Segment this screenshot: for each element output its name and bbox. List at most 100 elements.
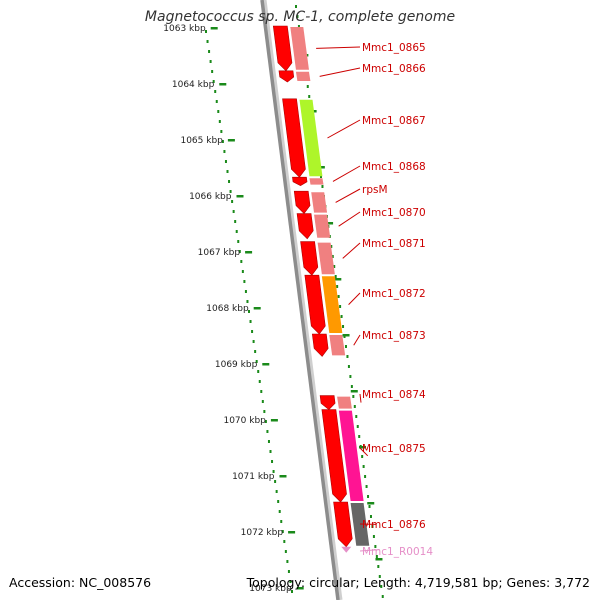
cds-arrow-Mmc1_0865 — [272, 25, 293, 72]
backbone — [260, 0, 343, 600]
scale-dot — [365, 485, 368, 488]
leader-line-Mmc1_0873 — [353, 334, 361, 346]
scale-tick-outer — [334, 278, 342, 281]
scale-tick-outer — [367, 502, 375, 505]
scale-dot — [331, 255, 334, 258]
scale-dot — [224, 160, 227, 163]
scale-dot — [289, 580, 292, 583]
scale-dot — [246, 300, 249, 303]
function-block-Mmc1_0867 — [299, 99, 323, 177]
gene-label-Mmc1_0866: Mmc1_0866 — [362, 63, 426, 75]
scale-tick-major — [236, 195, 244, 198]
scale-tick-outer — [326, 222, 334, 225]
function-block-rpsM — [311, 192, 328, 213]
scale-tick-label: 1066 kbp — [189, 192, 232, 202]
function-block-Mmc1_0865 — [290, 27, 309, 70]
scale-dot — [260, 390, 263, 393]
scale-dot — [243, 280, 246, 283]
leader-line-Mmc1_0872 — [348, 292, 361, 305]
leader-line-Mmc1_0867 — [327, 119, 361, 139]
scale-tick-label: 1068 kbp — [206, 304, 249, 314]
function-block-Mmc1_0874 — [337, 396, 352, 409]
scale-dot — [272, 470, 275, 473]
leader-line-Mmc1_R0014 — [359, 549, 380, 552]
scale-dot — [275, 490, 278, 493]
scale-dot — [367, 495, 370, 498]
scale-dot — [255, 360, 258, 363]
scale-dot — [378, 575, 381, 578]
scale-dot — [261, 400, 264, 403]
scale-dot — [220, 130, 223, 133]
backbone-shadow — [261, 0, 343, 600]
scale-dot — [218, 120, 221, 123]
scale-dot — [274, 480, 277, 483]
scale-tick-major — [210, 27, 218, 30]
leader-line-Mmc1_0874 — [359, 393, 362, 403]
scale-dot — [280, 520, 283, 523]
scale-dot — [278, 510, 281, 513]
scale-dot — [352, 395, 355, 398]
scale-dot — [206, 40, 209, 43]
leader-line-Mmc1_0875 — [359, 447, 369, 457]
scale-dot — [235, 230, 238, 233]
scale-tick-major — [219, 83, 227, 86]
gene-label-Mmc1_0868: Mmc1_0868 — [362, 161, 426, 173]
scale-dot — [215, 100, 218, 103]
scale-dot — [254, 350, 257, 353]
scale-dot — [271, 460, 274, 463]
scale-dot — [374, 545, 377, 548]
scale-tick-outer — [350, 390, 358, 393]
scale-dot — [249, 320, 252, 323]
scale-dot — [269, 450, 272, 453]
gene-label-Mmc1_0872: Mmc1_0872 — [362, 288, 426, 300]
gene-label-Mmc1_R0014: Mmc1_R0014 — [362, 546, 433, 558]
scale-tick-label: 1070 kbp — [223, 416, 266, 426]
cds-arrow-Mmc1_0866 — [278, 70, 295, 83]
scale-tick-major — [279, 475, 287, 478]
scale-tick-major — [288, 531, 296, 534]
scale-dot — [223, 150, 226, 153]
function-block-Mmc1_0871 — [317, 242, 335, 275]
scale-dot — [368, 505, 371, 508]
cds-arrow-Mmc1_0868 — [292, 176, 308, 186]
function-block-Mmc1_0866 — [295, 71, 311, 81]
scale-dot — [321, 185, 324, 188]
scale-dot — [380, 585, 383, 588]
function-block-Mmc1_0873 — [329, 335, 346, 356]
scale-dot — [355, 415, 358, 418]
scale-tick-major — [296, 587, 304, 590]
cds-arrow-Mmc1_0874 — [319, 395, 336, 411]
cds-arrow-rpsM — [293, 190, 311, 215]
scale-dot — [336, 285, 339, 288]
scale-dot — [217, 110, 220, 113]
scale-dot — [241, 270, 244, 273]
scale-dot — [375, 555, 378, 558]
scale-dot — [264, 420, 267, 423]
gene-label-Mmc1_0871: Mmc1_0871 — [362, 238, 426, 250]
scale-dot — [319, 175, 322, 178]
function-block-Mmc1_0876 — [350, 503, 370, 546]
scale-tick-major — [270, 419, 278, 422]
scale-dot — [358, 435, 361, 438]
backbone-line — [260, 0, 340, 600]
gene-label-Mmc1_0867: Mmc1_0867 — [362, 115, 426, 127]
scale-dot — [231, 200, 234, 203]
scale-dot — [364, 475, 367, 478]
scale-tick-outer — [317, 166, 325, 169]
scale-tick-major — [253, 307, 261, 310]
scale-dot — [214, 90, 217, 93]
accession-text: Accession: NC_008576 — [9, 575, 152, 590]
scale-dot — [353, 405, 356, 408]
gene-features — [272, 25, 370, 553]
scale-dot — [339, 305, 342, 308]
scale-dot — [346, 355, 349, 358]
scale-dot — [308, 95, 311, 98]
scale-dot — [234, 220, 237, 223]
scale-dot — [306, 85, 309, 88]
scale-dot — [208, 50, 211, 53]
scale-tick-label: 1072 kbp — [241, 528, 284, 538]
scale-dot — [232, 210, 235, 213]
gene-label-Mmc1_0865: Mmc1_0865 — [362, 42, 426, 54]
scale-dot — [381, 595, 384, 598]
